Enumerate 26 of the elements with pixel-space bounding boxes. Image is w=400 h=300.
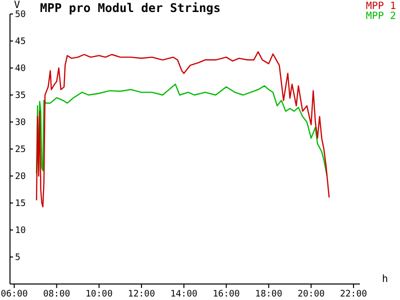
y-tick-label: 5 (15, 253, 20, 264)
line-series (36, 84, 328, 177)
line-series (36, 51, 330, 208)
x-tick-label: 16:00 (212, 289, 240, 300)
x-tick-label: 12:00 (128, 289, 156, 300)
y-tick-label: 45 (15, 37, 26, 48)
text: MPP 1 (366, 1, 396, 12)
x-tick-label: 20:00 (298, 289, 325, 300)
text: MPP 2 (366, 11, 396, 22)
y-tick-label: 25 (15, 145, 26, 156)
y-axis-title: V (14, 0, 20, 11)
x-axis-title: h (382, 274, 388, 285)
x-tick-label: 18:00 (255, 289, 282, 300)
x-tick-label: 08:00 (43, 289, 70, 300)
y-tick-label: 40 (15, 64, 26, 74)
y-tick-label: 20 (15, 172, 26, 182)
x-tick-label: 10:00 (86, 289, 113, 300)
y-tick-label: 15 (15, 199, 26, 210)
y-tick-label: 30 (15, 118, 26, 128)
chart-title: MPP pro Modul der Strings (40, 1, 221, 15)
y-tick-label: 50 (15, 10, 26, 20)
x-tick-label: 06:00 (0, 289, 28, 300)
x-tick-label: 22:00 (340, 289, 368, 300)
x-tick-label: 14:00 (170, 289, 198, 300)
y-tick-label: 35 (15, 91, 26, 102)
y-tick-label: 10 (15, 226, 26, 236)
